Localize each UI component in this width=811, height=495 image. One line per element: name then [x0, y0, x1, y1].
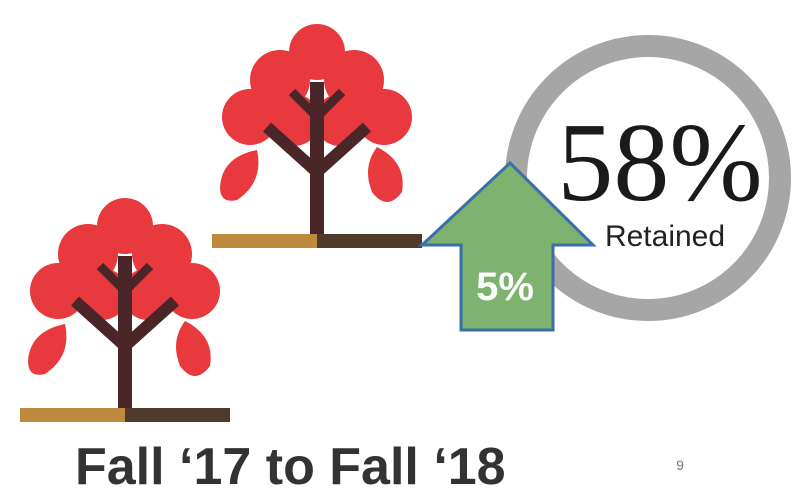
- period: Fall ‘17 to Fall ‘18: [75, 438, 506, 495]
- change-label: 5%: [476, 265, 534, 309]
- tree: [212, 24, 422, 248]
- headline-caption: Retained: [605, 220, 725, 253]
- up-arrow: [418, 160, 597, 332]
- tree: [20, 198, 230, 422]
- headline: 58%: [557, 101, 762, 225]
- page-number: 9: [676, 457, 684, 473]
